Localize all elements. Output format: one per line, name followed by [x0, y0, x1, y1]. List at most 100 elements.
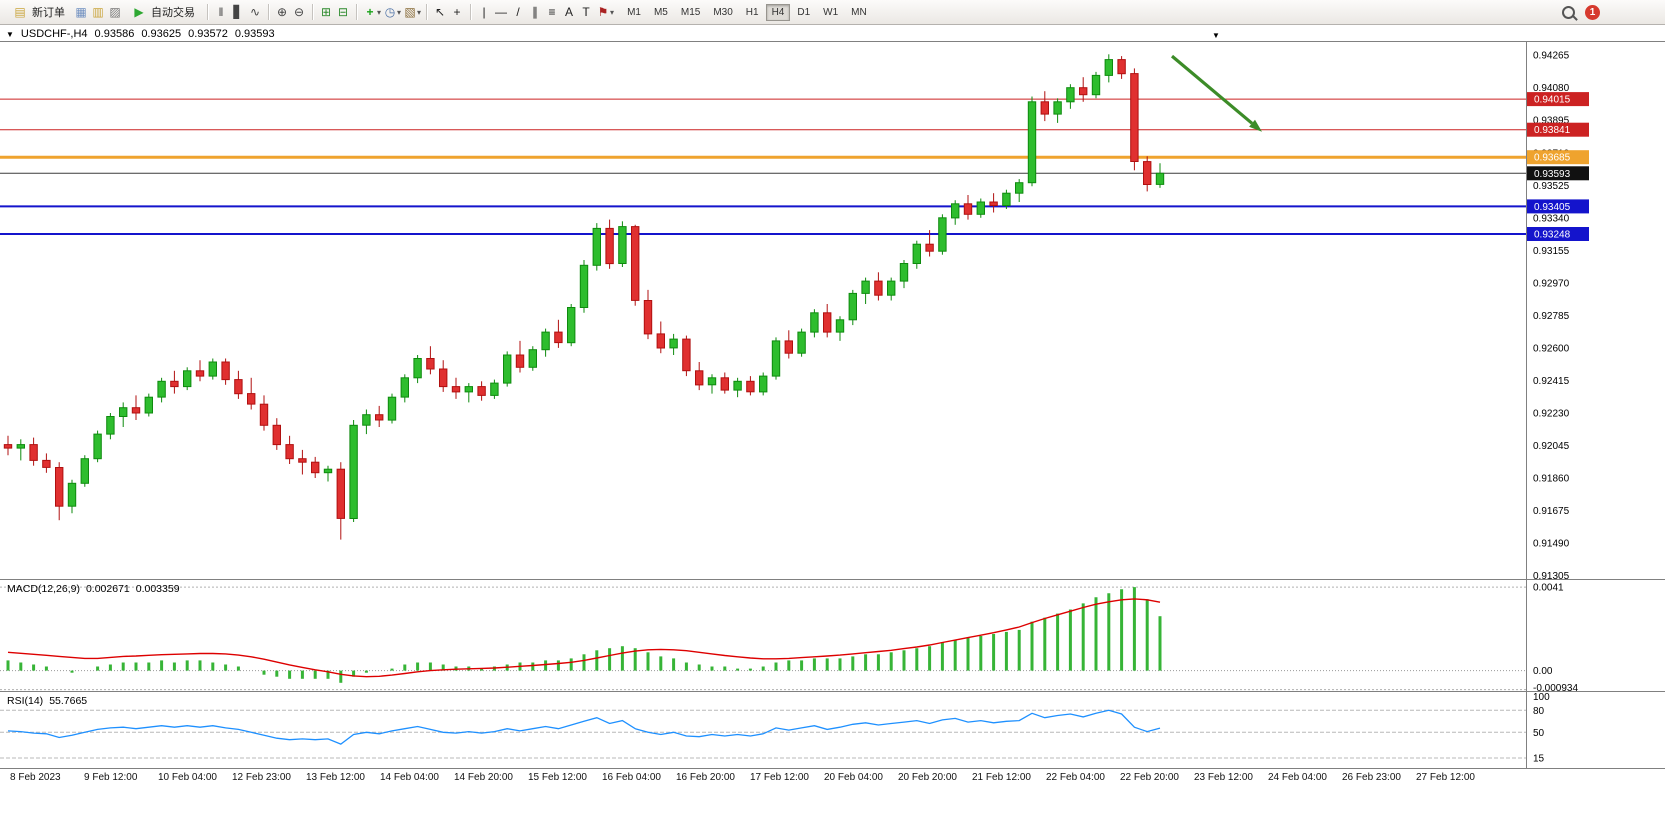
bar-chart-icon[interactable]: ‖ — [218, 5, 224, 19]
new-order-icon: ▤ — [14, 5, 26, 19]
svg-text:0.93841: 0.93841 — [1534, 125, 1571, 136]
rsi-value: 55.7665 — [49, 695, 88, 707]
templates-dropdown-icon[interactable]: ▾ — [417, 7, 422, 17]
time-axis-label: 12 Feb 23:00 — [232, 772, 291, 783]
auto-trading-button[interactable]: ▶ 自动交易 — [124, 1, 202, 23]
svg-text:0.91305: 0.91305 — [1533, 571, 1570, 580]
svg-text:0.93685: 0.93685 — [1534, 153, 1571, 164]
periods-icon[interactable]: ◷ — [384, 5, 396, 19]
label-icon[interactable]: T — [582, 5, 590, 19]
time-axis-label: 13 Feb 12:00 — [306, 772, 365, 783]
toolbar-separator — [268, 4, 269, 20]
trendline-icon[interactable]: / — [516, 5, 520, 19]
timeframe-mn[interactable]: MN — [845, 4, 873, 21]
svg-text:0.93155: 0.93155 — [1533, 246, 1570, 257]
svg-text:0.94080: 0.94080 — [1533, 83, 1570, 94]
horizontal-line-icon[interactable]: — — [495, 5, 508, 19]
zoom-in-icon[interactable]: ⊕ — [276, 5, 288, 19]
time-axis-label: 20 Feb 20:00 — [898, 772, 957, 783]
time-axis-label: 21 Feb 12:00 — [972, 772, 1031, 783]
chart-shift-marker-icon: ▼ — [1212, 31, 1220, 40]
time-axis-label: 22 Feb 20:00 — [1120, 772, 1179, 783]
auto-trading-label: 自动交易 — [151, 7, 195, 19]
line-chart-icon[interactable]: ∿ — [249, 5, 261, 19]
charts-toolbar-icon[interactable]: ▦ — [75, 5, 87, 19]
timeframe-w1[interactable]: W1 — [817, 4, 844, 21]
time-axis-label: 23 Feb 12:00 — [1194, 772, 1253, 783]
timeframe-m30[interactable]: M30 — [707, 4, 738, 21]
fibonacci-icon[interactable]: ≡ — [548, 5, 556, 19]
cursor-icon[interactable]: ↖ — [435, 5, 446, 19]
tile-windows-icon[interactable]: ⊞ — [320, 5, 332, 19]
candlestick-chart-icon[interactable]: ▋ — [233, 5, 243, 19]
svg-text:0.92415: 0.92415 — [1533, 376, 1570, 387]
macd-canvas[interactable]: 0.0041 0.00 -0.000934 — [0, 579, 1665, 692]
indicators-dropdown-icon[interactable]: ▾ — [377, 7, 382, 17]
chart-symbol-period: USDCHF-,H4 — [20, 28, 88, 40]
svg-text:0.0041: 0.0041 — [1533, 583, 1564, 594]
time-axis-label: 20 Feb 04:00 — [824, 772, 883, 783]
indicators-icon[interactable]: + — [366, 5, 374, 19]
svg-text:0.93593: 0.93593 — [1534, 169, 1571, 180]
time-axis-label: 8 Feb 2023 — [10, 772, 61, 783]
chart-open-value: 0.93586 — [94, 28, 135, 40]
timeframe-h4[interactable]: H4 — [765, 3, 791, 21]
macd-name: MACD(12,26,9) — [7, 583, 80, 595]
time-axis-label: 24 Feb 04:00 — [1268, 772, 1327, 783]
timeframe-d1[interactable]: D1 — [791, 4, 816, 21]
timeframe-h1[interactable]: H1 — [740, 4, 765, 21]
periods-dropdown-icon[interactable]: ▾ — [397, 7, 402, 17]
time-axis-label: 9 Feb 12:00 — [84, 772, 138, 783]
svg-text:0.93525: 0.93525 — [1533, 181, 1570, 192]
macd-signal-value: 0.003359 — [135, 583, 180, 595]
rsi-name: RSI(14) — [7, 695, 44, 707]
time-axis-label: 17 Feb 12:00 — [750, 772, 809, 783]
svg-text:100: 100 — [1533, 692, 1550, 703]
chart-menu-icon[interactable]: ▼ — [6, 29, 14, 39]
channel-icon[interactable]: ∥ — [532, 5, 539, 19]
toolbar-separator — [207, 4, 208, 20]
time-axis[interactable]: 8 Feb 2023 9 Feb 12:00 10 Feb 04:00 12 Feb … — [0, 768, 1665, 788]
vertical-line-icon[interactable]: | — [482, 5, 486, 19]
time-axis-label: 27 Feb 12:00 — [1416, 772, 1475, 783]
timeframe-m5[interactable]: M5 — [648, 4, 674, 21]
svg-text:0.92230: 0.92230 — [1533, 409, 1570, 420]
templates-icon[interactable]: ▧ — [404, 5, 416, 19]
svg-text:0.00: 0.00 — [1533, 666, 1553, 677]
chart-high-value: 0.93625 — [141, 28, 182, 40]
time-axis-label: 15 Feb 12:00 — [528, 772, 587, 783]
svg-text:0.94265: 0.94265 — [1533, 51, 1570, 62]
shapes-dropdown-icon[interactable]: ▾ — [610, 7, 615, 17]
toolbar: ▤ 新订单 ▦ ▥ ▨ ▶ 自动交易 ‖ ▋ ∿ ⊕ ⊖ ⊞ ⊟ + ▾ ◷ ▾ ▧… — [0, 0, 1665, 25]
main-chart-canvas[interactable]: 0.942650.940800.938950.937100.935250.933… — [0, 41, 1665, 580]
svg-text:0.93895: 0.93895 — [1533, 116, 1570, 127]
data-window-icon[interactable]: ▨ — [109, 5, 121, 19]
time-axis-label: 16 Feb 04:00 — [602, 772, 661, 783]
time-axis-label: 16 Feb 20:00 — [676, 772, 735, 783]
timeframe-m15[interactable]: M15 — [675, 4, 706, 21]
svg-text:15: 15 — [1533, 754, 1545, 765]
chart-close-value: 0.93593 — [234, 28, 275, 40]
svg-text:0.93248: 0.93248 — [1534, 230, 1571, 241]
toolbar-separator — [470, 4, 472, 20]
notification-badge[interactable]: 1 — [1585, 4, 1600, 20]
text-icon[interactable]: A — [565, 5, 574, 19]
profiles-icon[interactable]: ▥ — [92, 5, 104, 19]
timeframe-m1[interactable]: M1 — [621, 4, 647, 21]
svg-text:0.91675: 0.91675 — [1533, 506, 1570, 517]
zoom-out-icon[interactable]: ⊖ — [293, 5, 305, 19]
search-icon[interactable] — [1562, 5, 1575, 19]
svg-text:0.92970: 0.92970 — [1533, 278, 1570, 289]
rsi-canvas[interactable]: 100 80 50 15 — [0, 691, 1665, 769]
shapes-icon[interactable]: ⚑ — [597, 5, 609, 19]
svg-text:80: 80 — [1533, 706, 1545, 717]
toolbar-right-group: 1 — [1562, 4, 1660, 20]
toolbar-separator — [426, 4, 428, 20]
new-order-button[interactable]: ▤ 新订单 — [5, 1, 72, 23]
crosshair-icon[interactable]: + — [453, 5, 461, 19]
time-axis-label: 10 Feb 04:00 — [158, 772, 217, 783]
toolbar-separator — [356, 4, 357, 20]
cascade-windows-icon[interactable]: ⊟ — [337, 5, 349, 19]
svg-text:0.92785: 0.92785 — [1533, 311, 1570, 322]
